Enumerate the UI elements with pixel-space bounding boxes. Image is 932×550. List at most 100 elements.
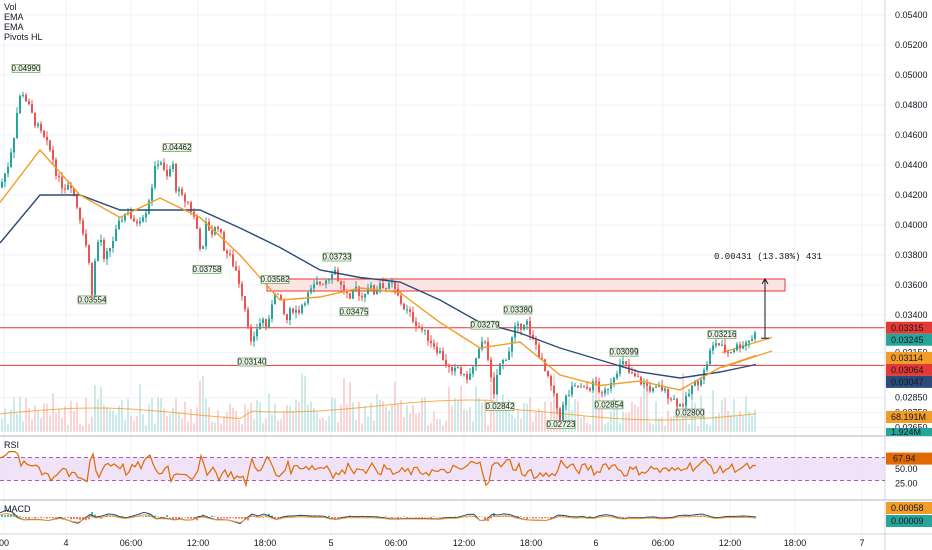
macd-histogram-bar: [400, 517, 402, 518]
candle-body: [520, 323, 522, 330]
macd-histogram-bar: [559, 515, 561, 517]
price-tag: [886, 333, 932, 346]
volume-bar: [163, 408, 165, 432]
candle-body: [61, 176, 63, 189]
price-tag-text: 0.03245: [891, 335, 924, 345]
macd-histogram-bar: [652, 516, 654, 517]
candle-body: [538, 344, 540, 358]
volume-bar: [598, 396, 600, 432]
candle-body: [643, 382, 645, 385]
volume-bar: [214, 422, 216, 432]
candle-body: [727, 351, 729, 354]
volume-bar: [301, 373, 303, 432]
volume-bar: [70, 400, 72, 432]
macd-histogram-bar: [547, 517, 549, 518]
volume-bar: [658, 418, 660, 432]
candle-body: [433, 343, 435, 347]
candle-body: [124, 213, 126, 221]
macd-histogram-bar: [94, 514, 96, 517]
volume-bar: [283, 411, 285, 432]
price-tick-label: 0.05400: [895, 10, 928, 20]
volume-bar: [508, 399, 510, 432]
volume-bar: [439, 418, 441, 432]
macd-histogram-bar: [481, 516, 483, 517]
volume-bar: [499, 408, 501, 432]
candle-body: [550, 376, 552, 386]
macd-histogram-bar: [91, 512, 93, 517]
candle-body: [103, 240, 105, 260]
macd-histogram-bar: [628, 516, 630, 517]
volume-bar: [451, 405, 453, 432]
volume-bar: [325, 420, 327, 432]
pivot-label-box: [609, 347, 639, 357]
candle-body: [718, 343, 720, 346]
volume-bar: [412, 404, 414, 432]
volume-bar: [706, 424, 708, 432]
candle-body: [604, 389, 606, 394]
volume-bar: [421, 397, 423, 432]
time-tick-label: 06:00: [652, 538, 675, 548]
volume-bar: [340, 404, 342, 432]
volume-bar: [151, 397, 153, 432]
candle-body: [82, 220, 84, 234]
volume-bar: [196, 407, 198, 432]
candle-body: [709, 350, 711, 365]
pivot-label-text: 0.02842: [486, 402, 515, 411]
volume-bar: [31, 419, 33, 432]
candle-body: [736, 344, 738, 351]
volume-bar: [583, 415, 585, 432]
volume-bar: [328, 416, 330, 432]
macd-histogram-bar: [193, 517, 195, 519]
macd-histogram-bar: [55, 517, 57, 518]
candle-body: [508, 351, 510, 360]
volume-bar: [349, 381, 351, 432]
measure-tool[interactable]: 0.00431 (13.38%) 431: [714, 252, 822, 339]
candle-body: [439, 350, 441, 353]
macd-histogram-bar: [241, 517, 243, 519]
candle-body: [343, 284, 345, 292]
volume-bar: [142, 414, 144, 432]
volume-bar: [226, 412, 228, 432]
volume-bar: [478, 397, 480, 432]
macd-histogram-bar: [220, 517, 222, 519]
candle-body: [526, 321, 528, 325]
candle-body: [166, 169, 168, 177]
volume-bar: [376, 394, 378, 432]
volume-bar: [55, 412, 57, 432]
volume-bar: [442, 425, 444, 432]
volume-bar: [139, 384, 141, 432]
volume-bar: [157, 397, 159, 432]
volume-bar: [76, 402, 78, 432]
time-axis[interactable]: 00 4 06:00 12:00 18:00 5 06:00 12:00 18:00 6 06:00…: [0, 533, 932, 548]
macd-histogram-bar: [19, 516, 21, 517]
price-tags: 0.03315 0.03245 0.03114 0.03064 0.03047 68.19…: [886, 321, 932, 437]
candle-body: [724, 344, 726, 352]
volume-bar: [43, 403, 45, 432]
time-tick-label: 7: [859, 538, 864, 548]
legend-item: Vol: [4, 2, 17, 12]
time-tick-label: 06:00: [385, 538, 408, 548]
candle-body: [679, 404, 681, 407]
volume-bar: [697, 425, 699, 432]
volume-bar: [40, 418, 42, 432]
macd-histogram-bar: [37, 517, 39, 518]
volume-bar: [730, 414, 732, 432]
volume-bar: [535, 412, 537, 432]
volume-bar: [121, 400, 123, 432]
volume-bar: [655, 401, 657, 432]
candle-body: [394, 282, 396, 289]
volume-bar: [37, 411, 39, 432]
volume-bar: [361, 423, 363, 432]
candle-body: [115, 229, 117, 241]
volume-bar: [640, 396, 642, 432]
volume-bar: [304, 376, 306, 432]
pivot-label-box: [237, 357, 267, 367]
macd-histogram-bar: [7, 514, 9, 517]
candle-body: [313, 284, 315, 289]
volume-ma-line: [0, 399, 757, 421]
candle-body: [511, 337, 513, 352]
macd-histogram-bar: [1, 515, 3, 517]
volume-bar: [688, 423, 690, 432]
volume-bar: [367, 416, 369, 432]
